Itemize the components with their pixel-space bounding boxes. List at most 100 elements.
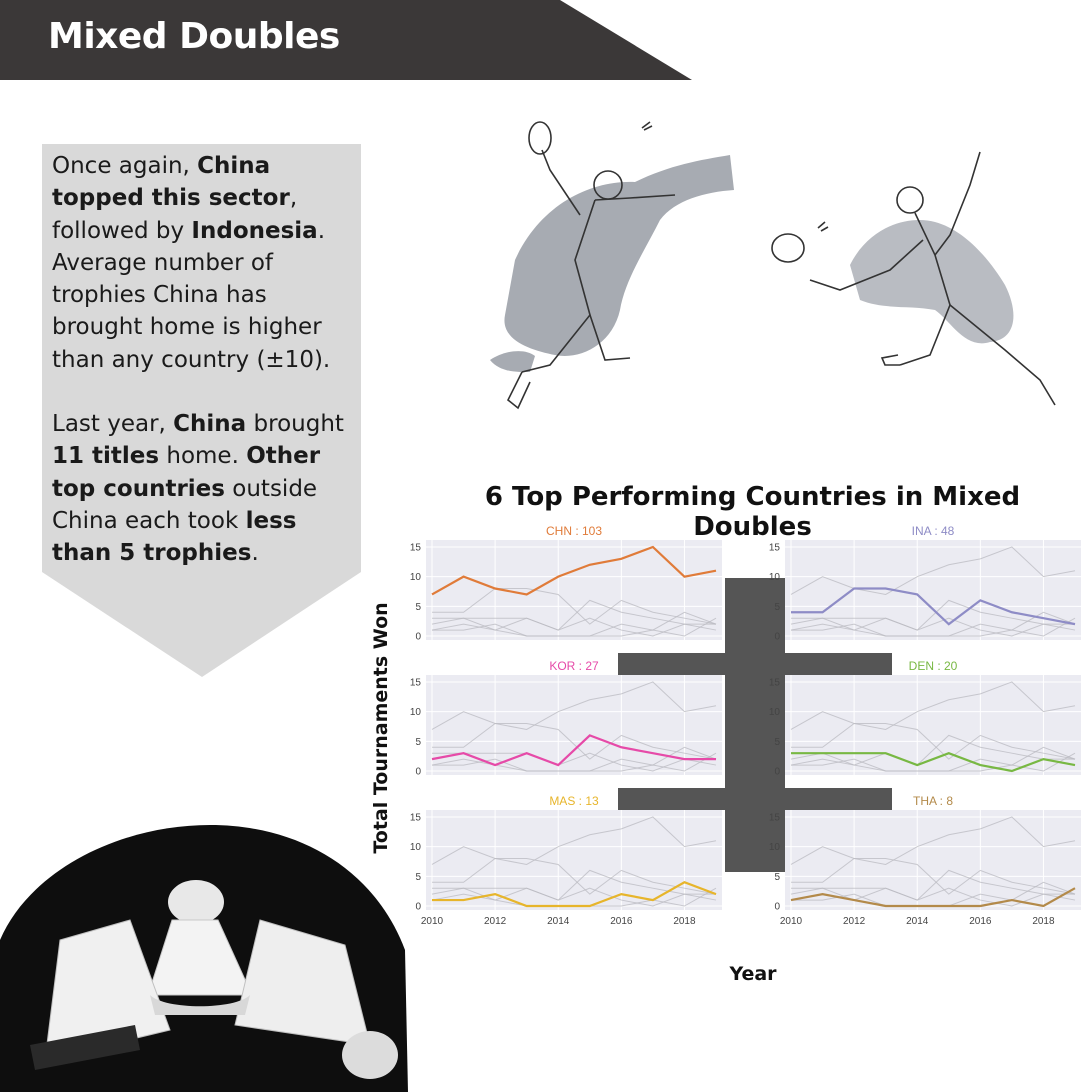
context-line-ina <box>791 858 1076 895</box>
connector-vertical <box>725 578 785 872</box>
panel-kor: KOR : 27 0 5 10 15 <box>410 659 722 778</box>
context-line-chn <box>790 681 1076 730</box>
context-line-chn <box>790 546 1076 595</box>
context-line-tha <box>431 617 717 637</box>
context-line-chn <box>431 816 717 865</box>
x-tick-label: 2012 <box>484 916 507 927</box>
context-line-ina <box>432 858 717 895</box>
panel-label-mas: MAS : 13 <box>549 794 599 808</box>
connector-horizontal-top <box>618 653 892 675</box>
callout-p2-segment: brought <box>246 411 344 438</box>
y-tick-label: 15 <box>769 812 781 823</box>
x-tick-label: 2012 <box>843 916 866 927</box>
panel-ina: INA : 48 0 5 10 15 <box>769 524 1081 643</box>
context-line-tha <box>790 752 1076 772</box>
context-line-ina <box>432 723 717 760</box>
panel-chn: CHN : 103 0 5 10 15 <box>410 524 722 643</box>
series-line-mas <box>432 881 717 908</box>
panel-label-den: DEN : 20 <box>909 659 958 673</box>
panel-tha: THA : 8 0 5 10 15 2010 2012 2014 2016 2018 <box>769 794 1081 927</box>
female-player-illustration <box>771 151 1056 406</box>
y-tick-label: 15 <box>410 542 422 553</box>
x-tick-label: 2018 <box>673 916 696 927</box>
y-tick-label: 10 <box>410 707 422 718</box>
series-line-kor <box>431 734 716 767</box>
y-tick-label: 15 <box>410 677 422 688</box>
callout-text: Once again, China topped this sector, fo… <box>52 150 357 570</box>
callout-paragraph-1: Once again, China topped this sector, fo… <box>52 150 357 376</box>
callout-p1-segment: , followed by <box>52 185 298 244</box>
series-line-ina <box>791 587 1076 626</box>
y-tick-label: 0 <box>415 767 421 778</box>
shuttlecocks-photo <box>0 825 408 1092</box>
context-line-chn <box>790 816 1076 865</box>
callout-arrow-shape <box>42 144 361 677</box>
callout-p1-segment: Indonesia <box>191 217 318 244</box>
x-tick-label: 2010 <box>421 916 444 927</box>
panel-background <box>426 540 722 640</box>
y-tick-label: 5 <box>774 602 780 613</box>
y-tick-label: 5 <box>774 872 780 883</box>
context-line-den <box>791 617 1076 637</box>
y-tick-label: 0 <box>774 767 780 778</box>
panel-connectors <box>618 578 892 872</box>
header-shape-fill <box>0 0 692 80</box>
y-tick-label: 10 <box>769 707 781 718</box>
small-multiples-chart: CHN : 103 0 5 10 15 INA : 48 0 5 10 15 KOR : 27 0 5 1… <box>370 524 1081 985</box>
series-line-chn <box>431 545 717 596</box>
y-tick-label: 5 <box>415 872 421 883</box>
callout-p2-segment: outside China each took <box>52 475 318 534</box>
chart-panels: CHN : 103 0 5 10 15 INA : 48 0 5 10 15 KOR : 27 0 5 1… <box>410 524 1081 927</box>
context-line-den <box>791 887 1076 907</box>
context-line-den <box>432 617 717 637</box>
context-line-tha <box>431 752 717 772</box>
panel-background <box>785 540 1081 640</box>
x-tick-label: 2016 <box>969 916 992 927</box>
callout-box: Once again, China topped this sector, fo… <box>42 144 362 679</box>
x-tick-label: 2014 <box>906 916 929 927</box>
callout-p2-segment: China <box>173 411 247 438</box>
y-tick-label: 15 <box>410 812 422 823</box>
context-line-ina <box>791 723 1076 760</box>
header-shape <box>0 0 692 80</box>
callout-p2-segment: Last year, <box>52 411 174 438</box>
panel-label-kor: KOR : 27 <box>549 659 599 673</box>
panel-den: DEN : 20 0 5 10 15 <box>769 659 1081 778</box>
y-tick-label: 5 <box>415 602 421 613</box>
y-tick-label: 15 <box>769 677 781 688</box>
series-line-den <box>791 752 1076 773</box>
callout-arrow-fill <box>42 144 361 677</box>
y-tick-label: 10 <box>410 572 422 583</box>
page-title: Mixed Doubles <box>48 16 340 57</box>
chart-title: 6 Top Performing Countries in Mixed Doub… <box>484 482 1021 542</box>
y-axis-title: Total Tournaments Won <box>370 602 392 853</box>
context-line-tha <box>790 617 1076 637</box>
callout-p2-segment: . <box>251 540 259 567</box>
y-tick-label: 0 <box>415 902 421 913</box>
context-line-den <box>432 887 717 907</box>
x-tick-label: 2014 <box>547 916 570 927</box>
panel-label-ina: INA : 48 <box>912 524 955 538</box>
y-tick-label: 5 <box>415 737 421 748</box>
callout-paragraph-2: Last year, China brought 11 titles home.… <box>52 408 357 569</box>
y-tick-label: 0 <box>774 902 780 913</box>
x-tick-label: 2016 <box>610 916 633 927</box>
y-tick-label: 0 <box>774 632 780 643</box>
panel-mas: MAS : 13 0 5 10 15 2010 2012 2014 2016 2018 <box>410 794 722 927</box>
callout-p1-segment: China topped this sector <box>52 153 290 212</box>
callout-p1-segment: Once again, <box>52 153 198 179</box>
series-line-tha <box>790 887 1076 908</box>
y-tick-label: 10 <box>769 572 781 583</box>
callout-p2-segment: 11 titles <box>52 443 160 470</box>
callout-p2-segment: home. <box>159 443 247 470</box>
panel-background <box>785 810 1081 910</box>
y-tick-label: 10 <box>410 842 422 853</box>
male-player-illustration <box>490 121 734 410</box>
y-tick-label: 10 <box>769 842 781 853</box>
callout-p2-segment: less than 5 trophies <box>52 507 297 567</box>
callout-p2-segment: Other top countries <box>52 443 321 502</box>
context-line-den <box>432 752 717 772</box>
context-line-ina <box>432 588 717 625</box>
panel-label-tha: THA : 8 <box>913 794 953 808</box>
connector-horizontal-bottom <box>618 788 892 810</box>
